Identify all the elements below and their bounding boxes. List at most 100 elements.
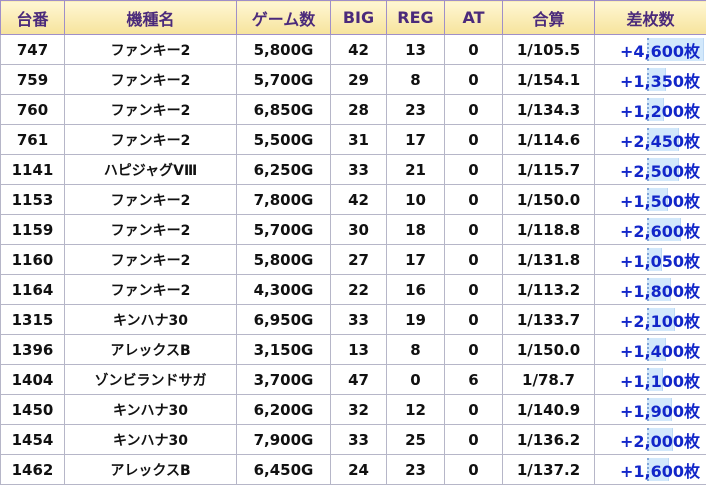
table-row: 759 ファンキー2 5,700G 29 8 0 1/154.1 +1,350枚 xyxy=(0,64,706,95)
diff-bar xyxy=(647,188,668,211)
cell-reg: 18 xyxy=(386,214,445,245)
cell-reg: 12 xyxy=(386,394,445,425)
cell-games: 6,950G xyxy=(236,304,331,335)
table-row: 1396 アレックスB 3,150G 13 8 0 1/150.0 +1,400枚 xyxy=(0,334,706,365)
header-row: 台番 機種名 ゲーム数 BIG REG AT 合算 差枚数 xyxy=(0,0,706,35)
diff-value: +1,400枚 xyxy=(619,341,700,361)
table-row: 1160 ファンキー2 5,800G 27 17 0 1/131.8 +1,050枚 xyxy=(0,244,706,275)
cell-total: 1/131.8 xyxy=(502,244,595,275)
cell-machine-no: 1160 xyxy=(0,244,65,275)
table-row: 1450 キンハナ30 6,200G 32 12 0 1/140.9 +1,900枚 xyxy=(0,394,706,425)
cell-machine-no: 1450 xyxy=(0,394,65,425)
cell-at: 0 xyxy=(444,424,503,455)
cell-total: 1/150.0 xyxy=(502,334,595,365)
cell-big: 29 xyxy=(330,64,387,95)
cell-model: ファンキー2 xyxy=(64,94,237,125)
table-row: 761 ファンキー2 5,500G 31 17 0 1/114.6 +2,450枚 xyxy=(0,124,706,155)
table-row: 1159 ファンキー2 5,700G 30 18 0 1/118.8 +2,600枚 xyxy=(0,214,706,245)
cell-big: 33 xyxy=(330,304,387,335)
cell-diff: +1,050枚 xyxy=(594,244,706,275)
table-row: 1404 ゾンビランドサガ 3,700G 47 0 6 1/78.7 +1,100枚 xyxy=(0,364,706,395)
cell-total: 1/105.5 xyxy=(502,34,595,65)
cell-model: ファンキー2 xyxy=(64,274,237,305)
header-model: 機種名 xyxy=(64,0,237,35)
cell-total: 1/150.0 xyxy=(502,184,595,215)
diff-value: +2,000枚 xyxy=(619,431,700,451)
cell-total: 1/133.7 xyxy=(502,304,595,335)
cell-machine-no: 747 xyxy=(0,34,65,65)
table-row: 1315 キンハナ30 6,950G 33 19 0 1/133.7 +2,100枚 xyxy=(0,304,706,335)
cell-games: 3,700G xyxy=(236,364,331,395)
cell-total: 1/134.3 xyxy=(502,94,595,125)
cell-games: 4,300G xyxy=(236,274,331,305)
diff-value: +1,350枚 xyxy=(619,71,700,91)
cell-diff: +1,200枚 xyxy=(594,94,706,125)
cell-total: 1/113.2 xyxy=(502,274,595,305)
cell-reg: 19 xyxy=(386,304,445,335)
cell-big: 24 xyxy=(330,454,387,485)
cell-total: 1/78.7 xyxy=(502,364,595,395)
cell-reg: 17 xyxy=(386,124,445,155)
diff-value: +1,100枚 xyxy=(619,371,700,391)
cell-machine-no: 761 xyxy=(0,124,65,155)
table-row: 760 ファンキー2 6,850G 28 23 0 1/134.3 +1,200枚 xyxy=(0,94,706,125)
cell-model: ファンキー2 xyxy=(64,244,237,275)
cell-diff: +1,350枚 xyxy=(594,64,706,95)
cell-machine-no: 1153 xyxy=(0,184,65,215)
cell-big: 28 xyxy=(330,94,387,125)
cell-games: 3,150G xyxy=(236,334,331,365)
diff-value: +1,800枚 xyxy=(619,281,700,301)
cell-games: 6,250G xyxy=(236,154,331,185)
table-row: 1164 ファンキー2 4,300G 22 16 0 1/113.2 +1,800枚 xyxy=(0,274,706,305)
diff-value: +4,600枚 xyxy=(619,41,700,61)
diff-bar xyxy=(647,248,662,271)
cell-reg: 8 xyxy=(386,64,445,95)
cell-diff: +2,450枚 xyxy=(594,124,706,155)
diff-value: +1,900枚 xyxy=(619,401,700,421)
cell-machine-no: 760 xyxy=(0,94,65,125)
cell-at: 0 xyxy=(444,154,503,185)
diff-bar xyxy=(647,308,675,331)
cell-total: 1/118.8 xyxy=(502,214,595,245)
cell-model: ファンキー2 xyxy=(64,34,237,65)
header-big: BIG xyxy=(330,0,387,35)
cell-machine-no: 759 xyxy=(0,64,65,95)
cell-diff: +1,400枚 xyxy=(594,334,706,365)
cell-reg: 0 xyxy=(386,364,445,395)
diff-value: +2,100枚 xyxy=(619,311,700,331)
cell-games: 5,500G xyxy=(236,124,331,155)
cell-model: ファンキー2 xyxy=(64,124,237,155)
diff-value: +1,600枚 xyxy=(619,461,700,481)
cell-at: 0 xyxy=(444,454,503,485)
cell-big: 32 xyxy=(330,394,387,425)
cell-games: 5,800G xyxy=(236,244,331,275)
table-row: 1141 ハピジャグVⅢ 6,250G 33 21 0 1/115.7 +2,500枚 xyxy=(0,154,706,185)
header-total: 合算 xyxy=(502,0,595,35)
cell-at: 0 xyxy=(444,94,503,125)
cell-big: 31 xyxy=(330,124,387,155)
cell-at: 0 xyxy=(444,184,503,215)
cell-total: 1/137.2 xyxy=(502,454,595,485)
diff-bar xyxy=(647,158,679,181)
cell-reg: 21 xyxy=(386,154,445,185)
cell-games: 5,800G xyxy=(236,34,331,65)
cell-model: キンハナ30 xyxy=(64,304,237,335)
diff-bar xyxy=(647,68,666,91)
cell-games: 7,800G xyxy=(236,184,331,215)
cell-at: 0 xyxy=(444,34,503,65)
diff-value: +1,500枚 xyxy=(619,191,700,211)
cell-at: 0 xyxy=(444,304,503,335)
cell-diff: +1,100枚 xyxy=(594,364,706,395)
cell-total: 1/114.6 xyxy=(502,124,595,155)
cell-at: 0 xyxy=(444,124,503,155)
cell-model: ファンキー2 xyxy=(64,214,237,245)
cell-model: アレックスB xyxy=(64,454,237,485)
cell-machine-no: 1159 xyxy=(0,214,65,245)
cell-reg: 17 xyxy=(386,244,445,275)
diff-value: +2,600枚 xyxy=(619,221,700,241)
diff-bar xyxy=(647,428,673,451)
cell-at: 0 xyxy=(444,334,503,365)
cell-big: 27 xyxy=(330,244,387,275)
